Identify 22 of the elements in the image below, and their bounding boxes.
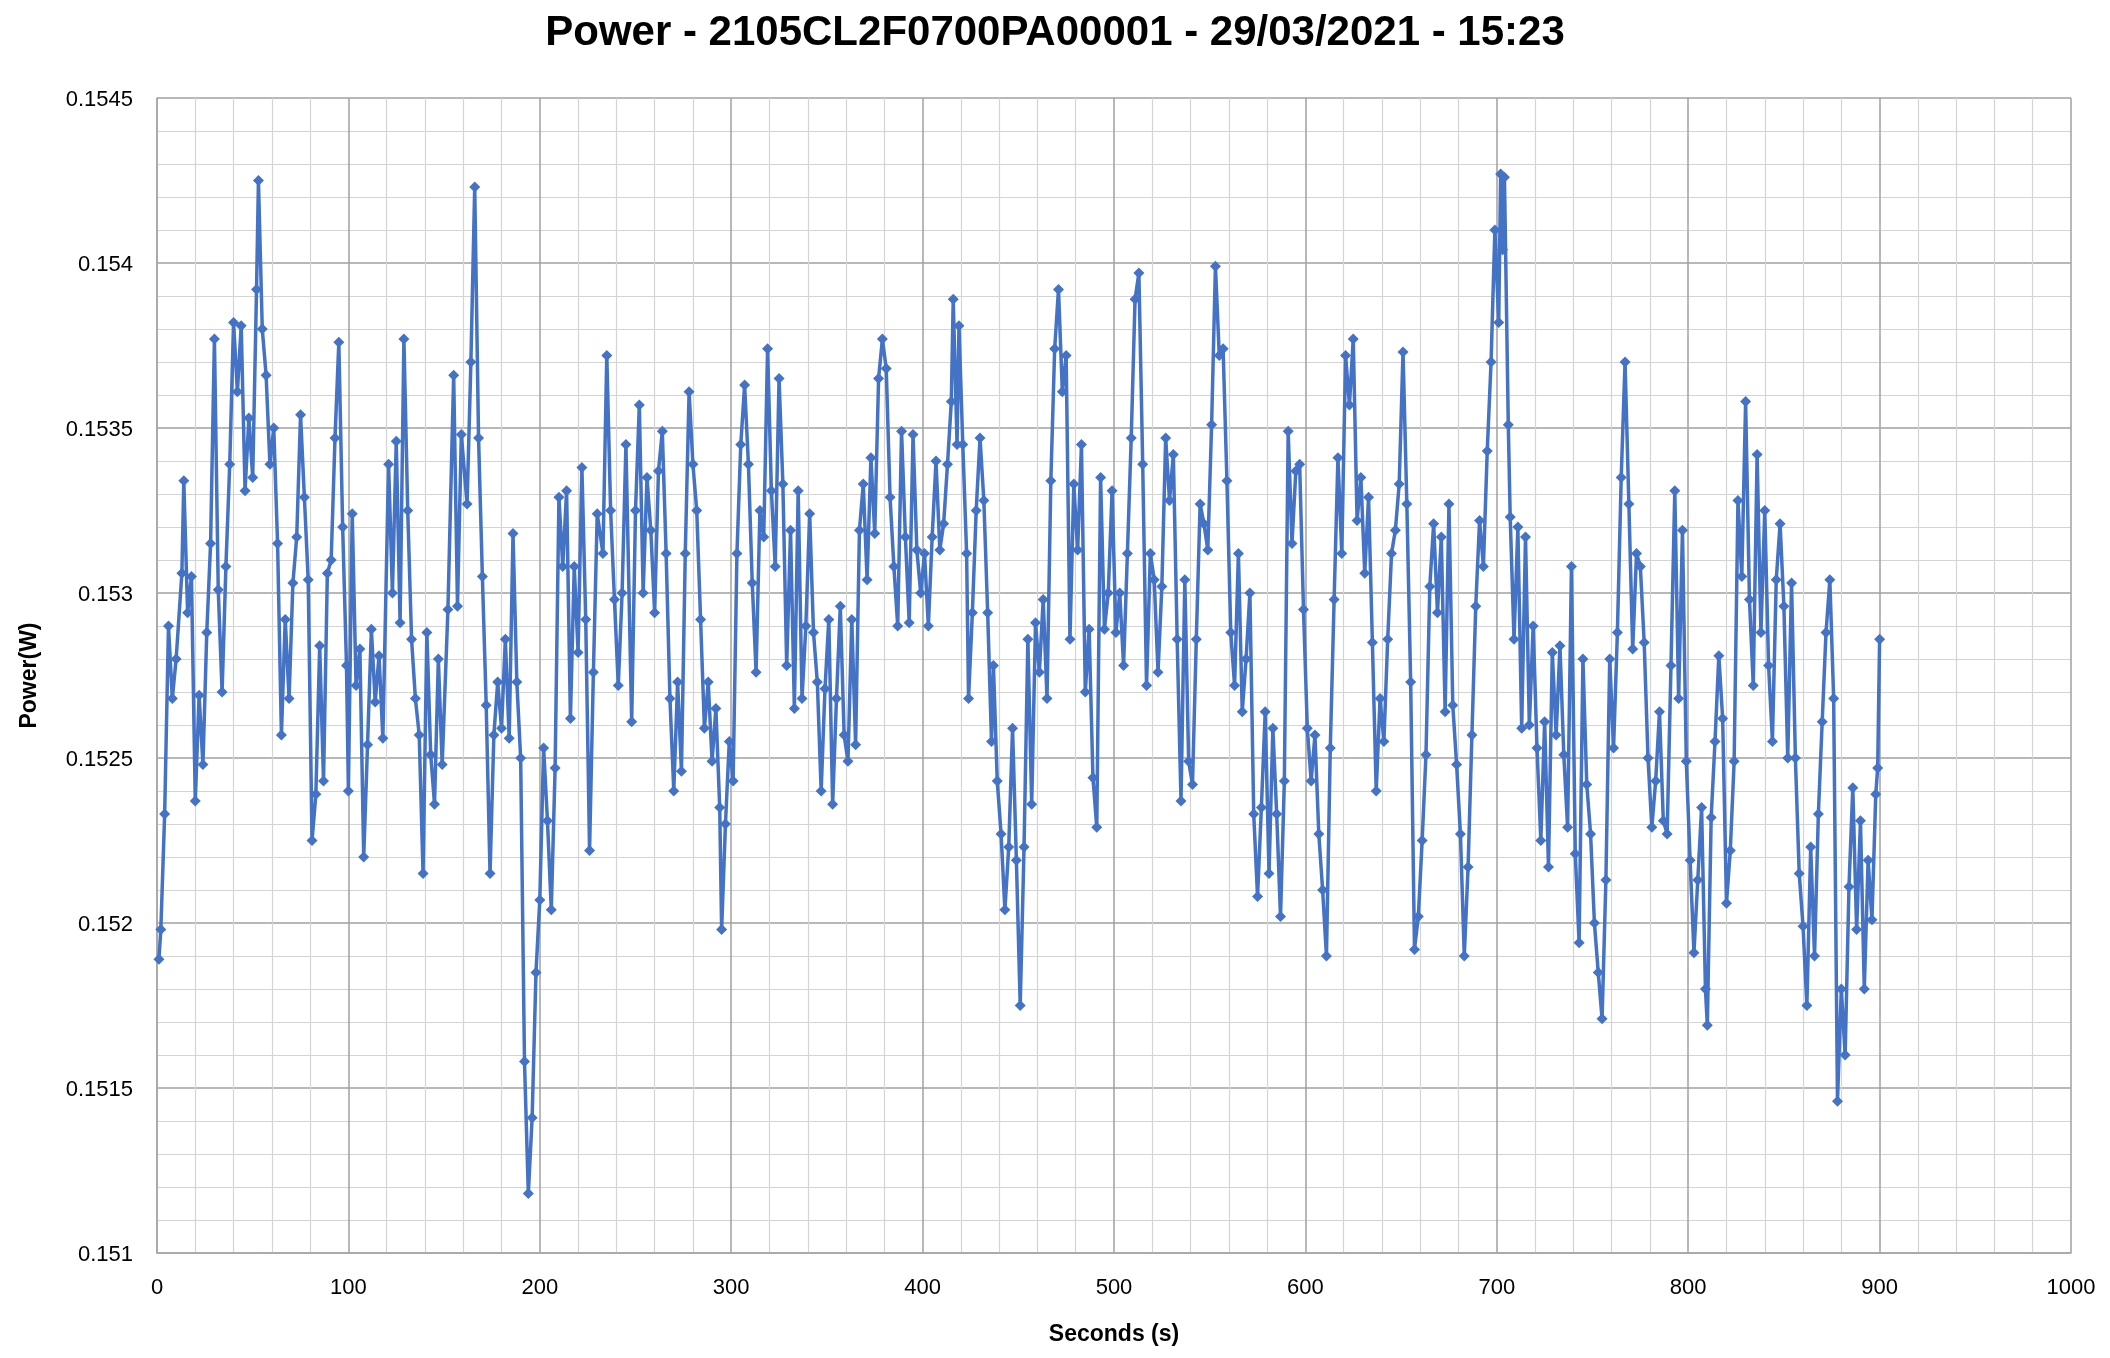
x-tick-label: 0 <box>150 1273 164 1299</box>
x-tick-label: 1000 <box>2046 1273 2096 1299</box>
y-axis-title: Power(W) <box>14 622 41 729</box>
x-tick-label: 200 <box>521 1273 559 1299</box>
x-tick-label: 300 <box>712 1273 750 1299</box>
x-tick-label: 700 <box>1478 1273 1516 1299</box>
y-tick-label: 0.154 <box>77 250 133 276</box>
chart-title: Power - 2105CL2F0700PA00001 - 29/03/2021 - 15:23 <box>545 6 1565 54</box>
y-tick-label: 0.1515 <box>65 1075 133 1101</box>
x-tick-label: 800 <box>1669 1273 1707 1299</box>
x-axis-title: Seconds (s) <box>1048 1319 1180 1346</box>
x-tick-label: 400 <box>904 1273 941 1299</box>
y-tick-label: 0.152 <box>77 910 133 936</box>
x-tick-label: 100 <box>330 1273 367 1299</box>
y-tick-label: 0.1525 <box>65 745 133 771</box>
y-tick-label: 0.1545 <box>65 85 133 111</box>
x-tick-label: 600 <box>1287 1273 1324 1299</box>
x-tick-label: 900 <box>1861 1273 1898 1299</box>
x-tick-label: 500 <box>1095 1273 1133 1299</box>
y-tick-label: 0.1535 <box>65 415 133 441</box>
y-tick-label: 0.153 <box>77 580 133 606</box>
y-tick-label: 0.151 <box>77 1240 133 1266</box>
